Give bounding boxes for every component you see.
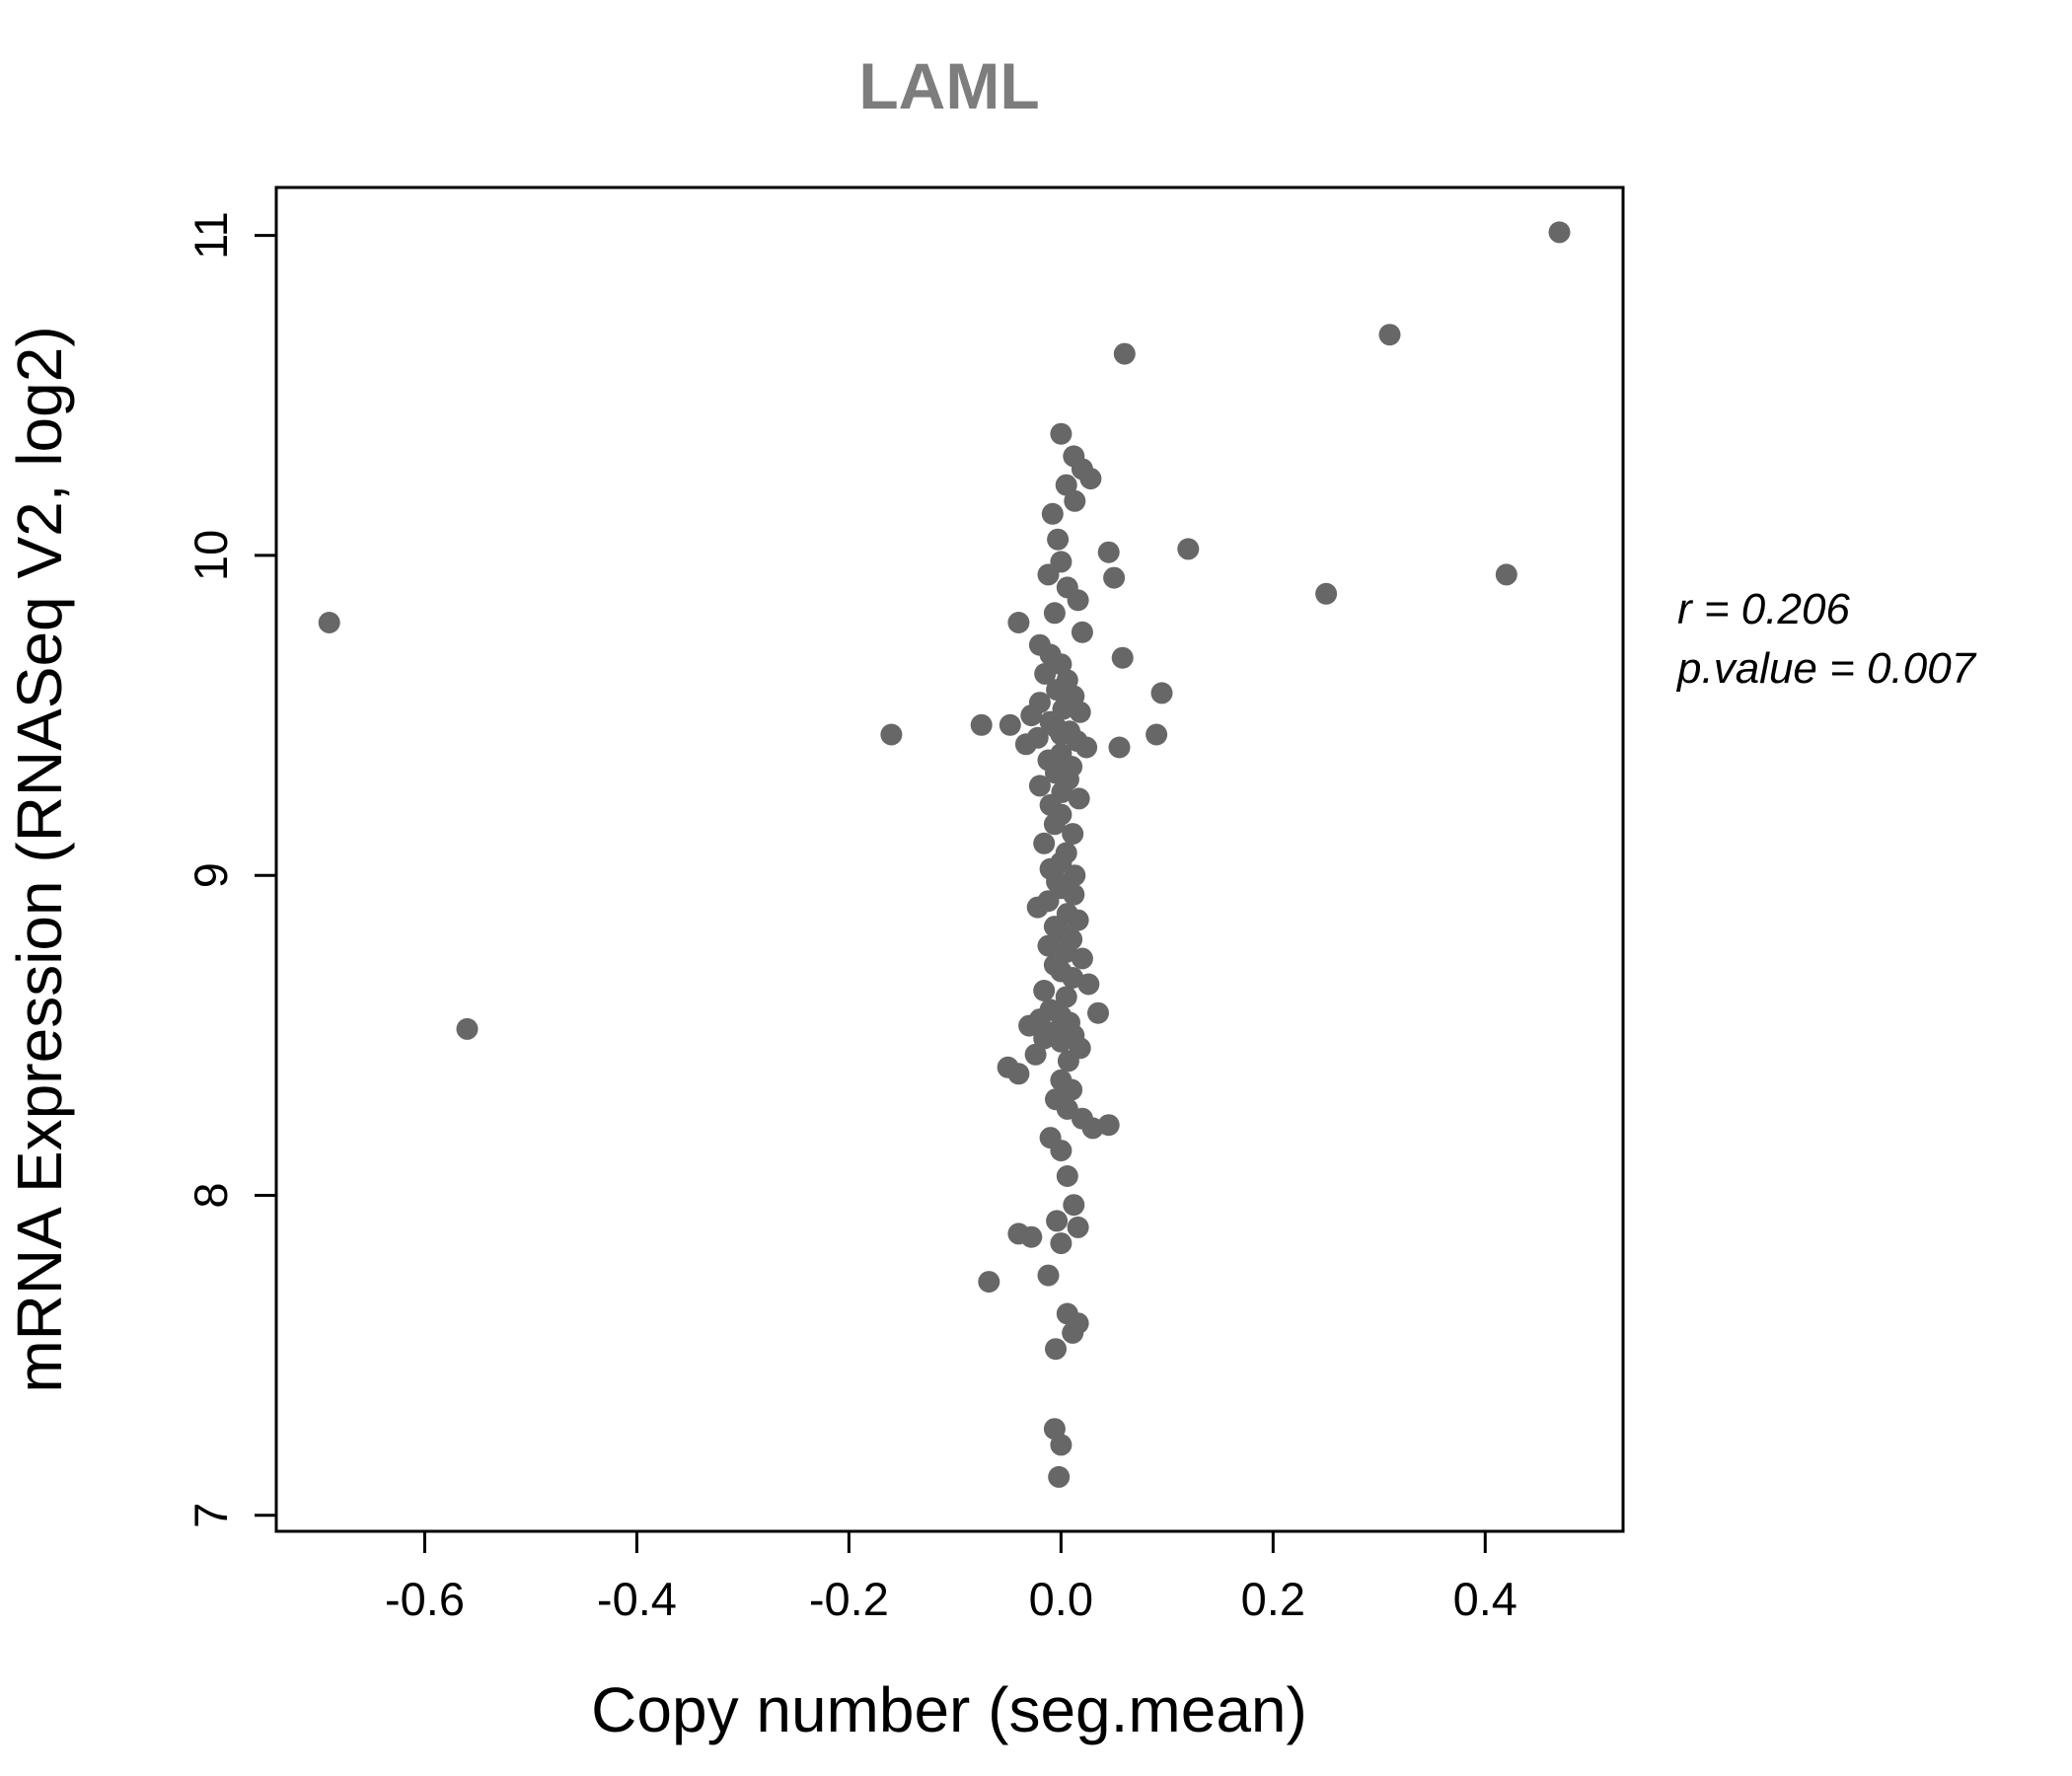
x-tick-label: 0.4	[1453, 1573, 1517, 1625]
data-point	[1046, 1210, 1069, 1232]
data-point	[1061, 1078, 1083, 1101]
data-point	[1113, 342, 1136, 365]
x-tick-label: -0.6	[385, 1573, 465, 1625]
data-point	[1037, 563, 1060, 586]
x-tick-label: 0.2	[1241, 1573, 1305, 1625]
data-point	[1033, 980, 1056, 1001]
data-point	[1050, 422, 1073, 445]
data-point	[1068, 787, 1090, 810]
data-point	[1050, 1232, 1073, 1255]
data-point	[1026, 896, 1049, 919]
annotation-p-value: p.value = 0.007	[1675, 644, 1977, 693]
data-point	[978, 1271, 1000, 1294]
x-axis-label: Copy number (seg.mean)	[591, 1674, 1307, 1745]
plot-area	[274, 185, 1625, 1533]
data-point	[1050, 1140, 1073, 1162]
data-point	[1067, 589, 1089, 612]
data-point	[880, 723, 903, 746]
y-tick-label: 8	[185, 1182, 237, 1208]
data-point	[1081, 1117, 1104, 1140]
data-point	[1062, 823, 1084, 846]
data-point	[1034, 662, 1057, 685]
data-point	[1028, 775, 1051, 797]
data-point	[999, 713, 1021, 736]
data-point	[1024, 1043, 1047, 1066]
data-point	[1177, 538, 1200, 560]
data-point	[1007, 612, 1030, 633]
data-point	[1033, 832, 1056, 854]
data-point	[1067, 909, 1089, 931]
y-tick-label: 11	[185, 211, 237, 259]
data-point	[1018, 1014, 1041, 1037]
data-point	[1043, 813, 1066, 836]
data-points-layer	[318, 221, 1571, 1488]
data-point	[1063, 883, 1085, 906]
data-point	[1075, 736, 1098, 759]
data-point	[1495, 563, 1517, 586]
data-point	[1378, 324, 1401, 346]
data-point	[1111, 646, 1134, 669]
data-point	[456, 1017, 479, 1040]
data-point	[970, 713, 993, 736]
y-tick-label: 10	[185, 530, 237, 581]
data-point	[1077, 973, 1100, 996]
data-point	[1067, 1216, 1089, 1238]
data-point	[1007, 1063, 1030, 1085]
data-point	[1055, 474, 1077, 496]
data-point	[1069, 701, 1091, 723]
y-axis-label: mRNA Expression (RNASeq V2, log2)	[4, 326, 75, 1392]
data-point	[1046, 679, 1069, 702]
data-point	[1150, 682, 1173, 704]
data-point	[1315, 582, 1338, 605]
data-point	[1087, 1001, 1109, 1024]
data-point	[1057, 1050, 1079, 1073]
data-point	[1097, 541, 1120, 563]
data-point	[1045, 1338, 1067, 1361]
data-point	[1037, 1264, 1060, 1287]
data-point	[1037, 934, 1060, 957]
data-point	[1041, 502, 1064, 525]
data-point	[1064, 489, 1086, 512]
data-point	[1043, 602, 1066, 625]
data-point	[1063, 1194, 1085, 1217]
data-point	[1014, 733, 1037, 756]
data-point	[1020, 704, 1043, 727]
data-point	[1048, 1465, 1071, 1488]
data-point	[1055, 986, 1077, 1008]
chart-title: LAML	[858, 49, 1039, 122]
data-point	[318, 612, 340, 633]
data-point	[1056, 1165, 1078, 1187]
data-point	[1071, 947, 1093, 970]
data-point	[1103, 566, 1126, 589]
x-axis: -0.6 -0.4 -0.2 0.0 0.2 0.4	[385, 1531, 1517, 1625]
data-point	[1146, 723, 1168, 746]
data-point	[1108, 736, 1131, 759]
data-point	[1050, 1030, 1073, 1053]
y-axis: 7 8 9 10 11	[185, 211, 276, 1528]
data-point	[1033, 1027, 1056, 1050]
data-point	[1062, 1321, 1084, 1344]
data-point	[1064, 864, 1086, 887]
y-tick-label: 7	[185, 1503, 237, 1528]
data-point	[1079, 468, 1102, 490]
y-tick-label: 9	[185, 862, 237, 888]
x-tick-label: -0.2	[809, 1573, 889, 1625]
x-tick-label: -0.4	[597, 1573, 677, 1625]
data-point	[1548, 221, 1571, 244]
annotation-r-value: r = 0.206	[1677, 585, 1850, 633]
data-point	[1047, 528, 1070, 551]
x-tick-label: 0.0	[1029, 1573, 1093, 1625]
data-point	[1050, 1434, 1073, 1456]
data-point	[1071, 621, 1093, 643]
data-point	[1020, 1225, 1043, 1248]
